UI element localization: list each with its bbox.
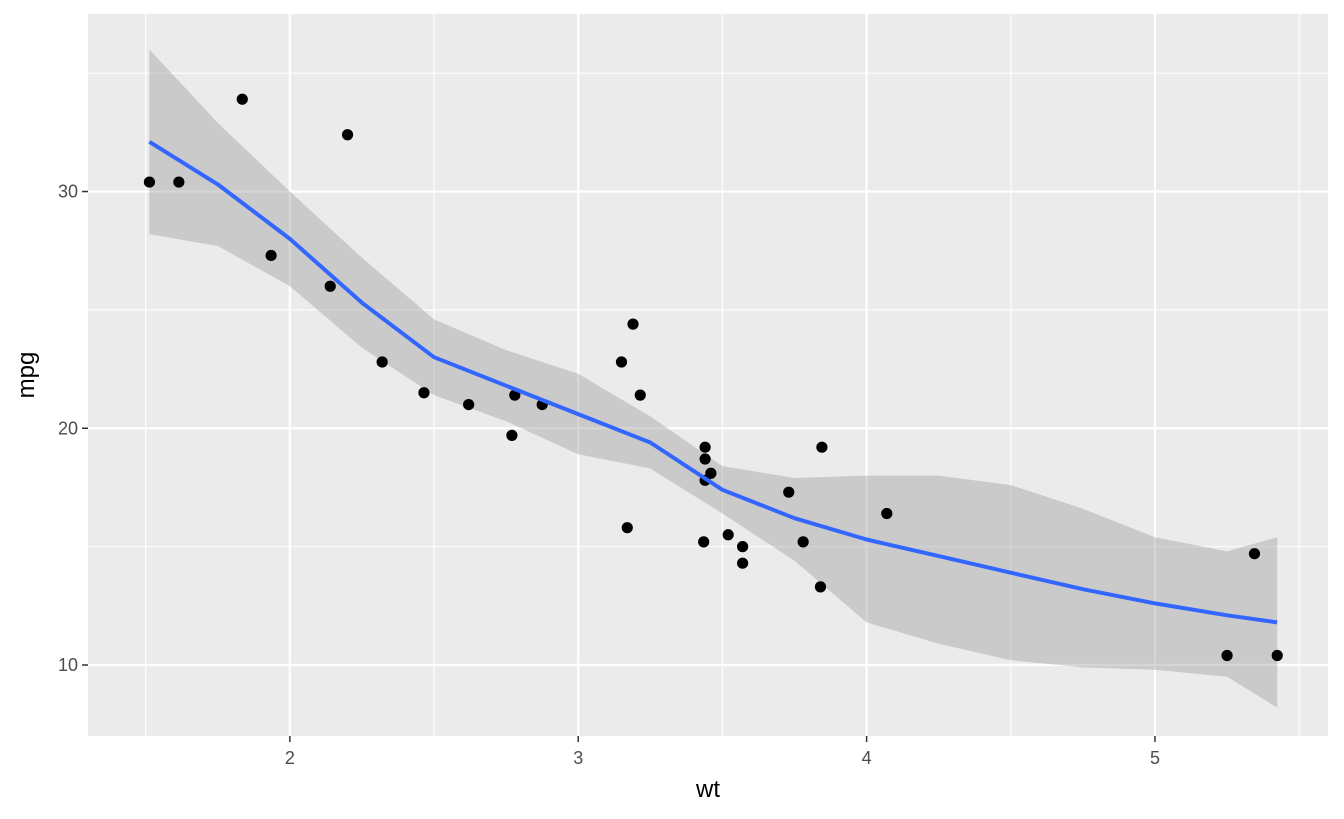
data-point — [615, 356, 628, 368]
y-axis-title: mpg — [13, 352, 40, 399]
data-point — [621, 522, 633, 534]
y-axis: 10 20 30 — [58, 182, 88, 675]
smooth-trend-line — [148, 140, 1278, 625]
data-point — [506, 429, 518, 441]
data-point — [722, 529, 734, 541]
data-point — [783, 486, 795, 498]
data-point — [1221, 649, 1233, 662]
data-point — [418, 387, 430, 399]
x-tick-label: 2 — [285, 748, 295, 768]
data-point — [1248, 548, 1261, 560]
data-point — [324, 280, 336, 292]
data-point — [173, 176, 185, 188]
y-tick-label: 30 — [58, 182, 78, 202]
data-point — [143, 176, 156, 188]
data-point — [265, 249, 277, 262]
data-point — [816, 441, 828, 453]
data-point — [881, 507, 893, 520]
data-point — [814, 581, 827, 593]
major-gridlines — [88, 14, 1328, 736]
data-point — [737, 557, 749, 569]
minor-gridlines — [88, 14, 1328, 736]
data-point — [698, 536, 710, 548]
data-point — [699, 453, 711, 465]
y-tick-label: 10 — [58, 655, 78, 675]
data-point — [236, 93, 248, 105]
data-point — [463, 398, 475, 411]
data-point — [797, 536, 809, 548]
data-point — [376, 356, 388, 368]
x-tick-label: 4 — [862, 748, 872, 768]
confidence-ribbon — [149, 49, 1278, 708]
data-point — [627, 318, 639, 330]
data-point — [634, 389, 646, 401]
data-point — [699, 441, 711, 453]
y-tick-label: 20 — [58, 418, 78, 438]
x-axis-title: wt — [695, 776, 720, 803]
plot-panel — [88, 14, 1328, 736]
data-point — [341, 129, 354, 141]
x-axis: 2 3 4 5 — [285, 736, 1160, 768]
data-point — [737, 541, 749, 553]
data-point — [1271, 649, 1283, 662]
data-point — [705, 467, 717, 479]
x-tick-label: 3 — [573, 748, 583, 768]
x-tick-label: 5 — [1150, 748, 1160, 768]
